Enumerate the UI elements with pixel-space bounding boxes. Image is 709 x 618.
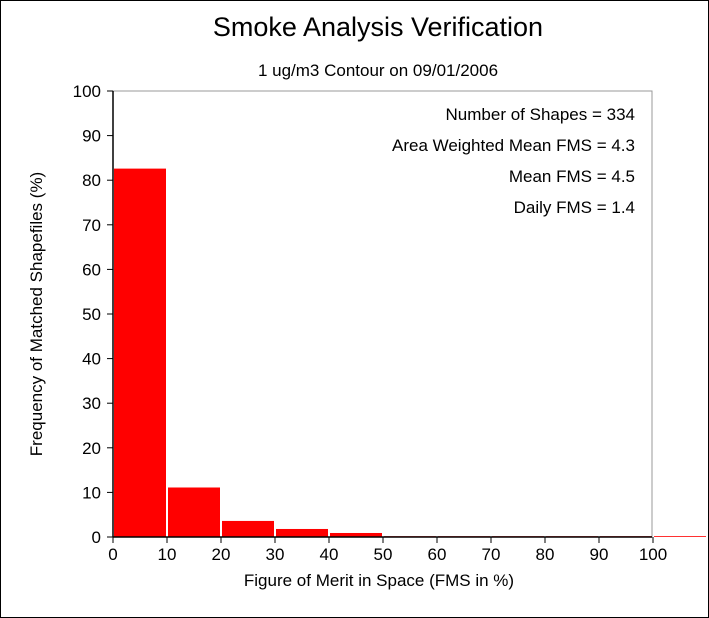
- stat-annotation: Mean FMS = 4.5: [509, 167, 635, 186]
- stats-annotations: Number of Shapes = 334 Area Weighted Mean…: [392, 105, 635, 217]
- x-tick-label: 100: [639, 545, 667, 564]
- histogram-bar-30-40: [276, 528, 328, 537]
- y-tick-label: 70: [82, 216, 101, 235]
- x-tick-label: 10: [158, 545, 177, 564]
- histogram-bar-100-110: [654, 536, 706, 537]
- plot-frame: [112, 90, 653, 538]
- chart-subtitle: 1 ug/m3 Contour on 09/01/2006: [258, 61, 498, 80]
- stat-annotation: Number of Shapes = 334: [446, 105, 635, 124]
- x-tick-label: 60: [428, 545, 447, 564]
- histogram-bar-40-50: [330, 532, 382, 537]
- y-axis-label: Frequency of Matched Shapefiles (%): [27, 172, 46, 456]
- x-tick-label: 40: [320, 545, 339, 564]
- x-tick-label: 90: [590, 545, 609, 564]
- x-tick-label: 20: [212, 545, 231, 564]
- y-tick-label: 50: [82, 305, 101, 324]
- x-tick-label: 0: [108, 545, 117, 564]
- x-tick-label: 80: [536, 545, 555, 564]
- y-tick-label: 20: [82, 439, 101, 458]
- y-tick-label: 100: [73, 82, 101, 101]
- y-tick-label: 40: [82, 350, 101, 369]
- histogram-bar-0-10: [114, 168, 166, 537]
- x-tick-label: 70: [482, 545, 501, 564]
- y-tick-label: 10: [82, 483, 101, 502]
- stat-annotation: Daily FMS = 1.4: [514, 198, 635, 217]
- y-tick-label: 80: [82, 171, 101, 190]
- histogram-bar-20-30: [222, 520, 274, 537]
- y-tick-label: 0: [92, 528, 101, 547]
- y-ticks-group: 0 10 20 30 40 50 60 70 80 90 100: [73, 82, 113, 547]
- x-tick-label: 30: [266, 545, 285, 564]
- y-tick-label: 60: [82, 260, 101, 279]
- x-axis-label: Figure of Merit in Space (FMS in %): [244, 571, 514, 590]
- bars-group: [114, 168, 706, 537]
- y-tick-label: 30: [82, 394, 101, 413]
- y-tick-label: 90: [82, 127, 101, 146]
- histogram-bar-10-20: [168, 487, 220, 537]
- x-tick-label: 50: [374, 545, 393, 564]
- x-ticks-group: 0 10 20 30 40 50 60 70 80 90 100: [108, 537, 667, 564]
- stat-annotation: Area Weighted Mean FMS = 4.3: [392, 136, 635, 155]
- chart-title: Smoke Analysis Verification: [213, 12, 543, 42]
